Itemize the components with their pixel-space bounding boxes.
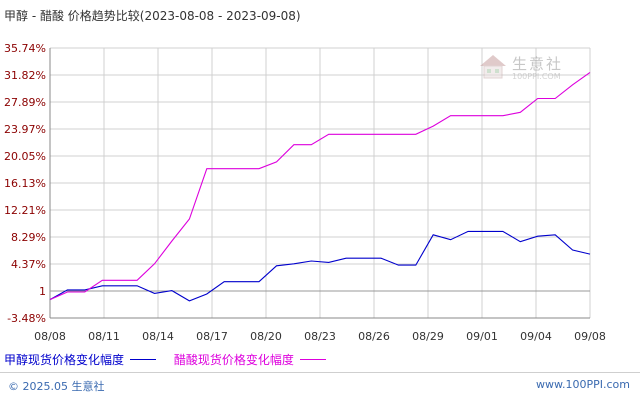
y-tick-label: 27.89% [4, 96, 46, 109]
x-tick-label: 08/14 [142, 330, 174, 343]
y-tick-label: -3.48% [7, 312, 46, 325]
y-tick-label: 8.29% [11, 231, 46, 244]
watermark-logo-icon [480, 55, 506, 79]
x-tick-labels: 08/08 08/11 08/14 08/17 08/20 08/23 08/26 08/29… [34, 330, 606, 343]
legend-item-series1: 甲醇现货价格变化幅度 [4, 351, 157, 368]
watermark: 生意社 100PPI.COM [478, 52, 588, 86]
y-tick-label: 35.74% [4, 42, 46, 55]
legend-item-series2: 醋酸现货价格变化幅度 [174, 351, 326, 368]
legend-swatch-series1 [130, 359, 157, 360]
y-tick-label: 12.21% [4, 204, 46, 217]
chart-title: 甲醇 - 醋酸 价格趋势比较(2023-08-08 - 2023-09-08) [4, 9, 301, 23]
y-tick-label: 23.97% [4, 123, 46, 136]
series-lines [49, 71, 591, 302]
axes [49, 48, 590, 319]
x-tick-label: 09/01 [466, 330, 498, 343]
x-tick-label: 08/17 [196, 330, 228, 343]
x-tick-label: 08/23 [304, 330, 336, 343]
y-tick-label: 16.13% [4, 177, 46, 190]
footer-divider [0, 372, 640, 373]
watermark-text: 生意社 [512, 55, 564, 73]
x-tick-label: 08/08 [34, 330, 66, 343]
footer-site-link[interactable]: www.100PPI.com [536, 378, 630, 391]
x-tick-label: 09/04 [520, 330, 552, 343]
x-tick-label: 08/20 [250, 330, 282, 343]
legend-swatch-series2 [299, 359, 326, 360]
grid-lines [49, 47, 591, 319]
x-tick-label: 08/11 [88, 330, 120, 343]
footer-copyright: © 2025.05 生意社 [8, 380, 105, 393]
watermark-url: 100PPI.COM [512, 72, 561, 81]
legend-label-series1: 甲醇现货价格变化幅度 [4, 353, 125, 367]
y-tick-label: 31.82% [4, 69, 46, 82]
y-tick-label: 1 [39, 285, 46, 298]
x-tick-label: 08/26 [358, 330, 390, 343]
x-tick-label: 09/08 [574, 330, 606, 343]
series-line-2 [49, 71, 591, 301]
x-tick-label: 08/29 [412, 330, 444, 343]
y-tick-labels: 35.74% 31.82% 27.89% 23.97% 20.05% 16.13% 12.2… [4, 42, 46, 325]
y-tick-label: 20.05% [4, 150, 46, 163]
legend-label-series2: 醋酸现货价格变化幅度 [173, 353, 294, 367]
line-chart: 35.74% 31.82% 27.89% 23.97% 20.05% 16.13% 12.2… [4, 42, 606, 343]
legend: 甲醇现货价格变化幅度 醋酸现货价格变化幅度 [4, 351, 340, 368]
y-tick-label: 4.37% [11, 258, 46, 271]
series-line-1 [49, 230, 591, 302]
